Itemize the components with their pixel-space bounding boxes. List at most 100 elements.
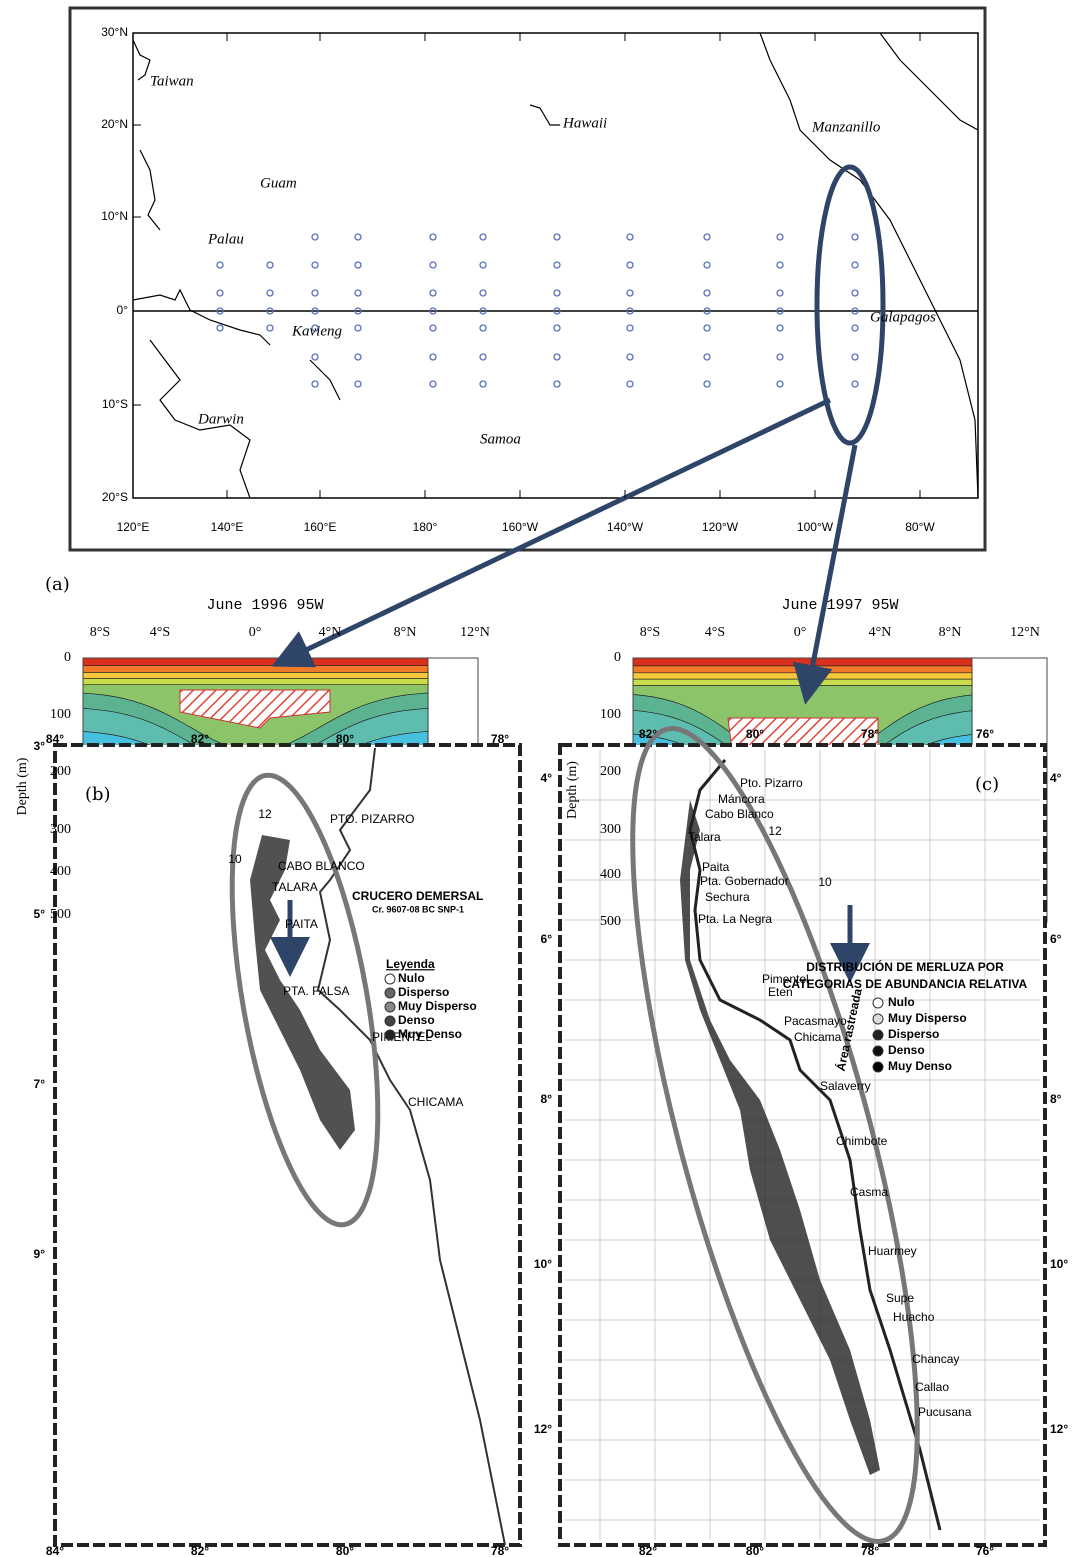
place: Palau [207,231,244,247]
lat-label: 7° [34,1077,46,1091]
station [354,324,362,332]
place: Talara [688,830,721,844]
x-label: 4°N [319,625,342,640]
x-label: 0° [249,625,262,640]
station [479,324,487,332]
lon-label: 78° [491,1544,509,1557]
legend-item: Muy Disperso [888,1011,967,1025]
lat-label: 4° [1050,771,1062,785]
station [479,353,487,361]
station [311,233,319,241]
lat-label: 0° [117,303,129,317]
place: Cabo Blanco [705,807,774,821]
station [553,307,561,315]
station [429,307,437,315]
map-c-frame [558,743,1047,1547]
station [479,380,487,388]
x-label: 4°N [869,625,892,640]
legend-heading: Leyenda [386,957,435,971]
place: Eten [768,985,793,999]
y-label: Depth (m) [565,761,580,819]
place: Huarmey [868,1244,917,1258]
lon-label: 84° [46,732,64,746]
legend-item: Denso [398,1013,435,1027]
lon-label: 160°E [304,520,337,534]
station [851,353,859,361]
station [851,324,859,332]
x-label: 8°N [939,625,962,640]
station [553,324,561,332]
station [429,380,437,388]
depth-tick: 0 [614,650,621,665]
place: Salaverry [820,1079,871,1093]
place: Paita [702,860,730,874]
x-label: 12°N [1010,625,1040,640]
lon-label: 76° [976,727,994,741]
hake-area-b [250,835,355,1150]
depth-tick: 400 [50,864,71,879]
lon-label: 76° [976,1544,994,1557]
lon-label: 78° [861,727,879,741]
place: Pta. Gobernador [700,874,789,888]
station [429,289,437,297]
lat-label: 5° [34,907,46,921]
station [311,380,319,388]
station [626,233,634,241]
station [216,289,224,297]
place: Pacasmayo [784,1014,847,1028]
lat-label: 10° [1050,1257,1068,1271]
subtitle: Cr. 9607-08 BC SNP-1 [372,904,464,914]
lat-label: 30°N [101,25,128,39]
coast-b [316,747,506,1546]
legend-swatch [872,997,884,1009]
station [311,289,319,297]
lon-label: 84° [46,1544,64,1557]
hake-area-c [680,800,880,1475]
depth-tick: 100 [600,707,621,722]
lon-label: 82° [191,1544,209,1557]
section-title: June 1997 95W [781,597,898,614]
depth-tick: 500 [50,907,71,922]
legend-swatch [872,1061,884,1073]
place: CHICAMA [408,1095,463,1109]
place: Guam [260,175,297,191]
station [851,289,859,297]
place: Chimbote [836,1134,888,1148]
station [354,233,362,241]
lat-label: 10° [534,1257,552,1271]
stations [216,233,859,388]
legend-item: Muy Disperso [398,999,477,1013]
depth-tick: 200 [600,764,621,779]
station [776,324,784,332]
depth-tick: 300 [50,822,71,837]
station [851,380,859,388]
station [703,353,711,361]
contour-label: 10 [228,852,242,866]
depth-tick: 0 [64,650,71,665]
station [266,261,274,269]
panel-label: (c) [975,774,999,795]
station [266,307,274,315]
legend-item: Denso [888,1043,925,1057]
lat-label: 4° [541,771,553,785]
station [776,233,784,241]
highlight-ellipse [814,164,886,446]
section-title: June 1996 95W [206,597,323,614]
station [311,324,319,332]
ellipse-b [229,772,381,1228]
x-label: 4°S [150,625,170,640]
place: Hawaii [562,115,607,131]
place: Pucusana [918,1405,972,1419]
station [776,261,784,269]
lon-label: 80° [746,1544,764,1557]
lon-label: 80°W [905,520,935,534]
lon-label: 82° [639,1544,657,1557]
lon-label: 140°E [211,520,244,534]
lat-label: 3° [34,739,46,753]
station [429,324,437,332]
place: Samoa [480,431,521,447]
legend-swatch [384,1029,396,1041]
place: TALARA [272,880,318,894]
depth-tick: 400 [600,867,621,882]
